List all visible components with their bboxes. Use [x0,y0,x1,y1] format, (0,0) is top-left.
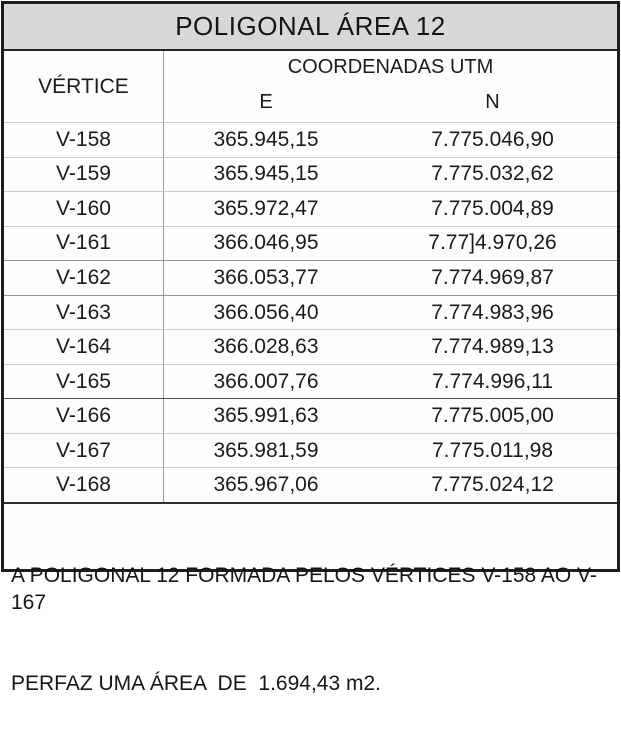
footer-note-line2: PERFAZ UMA ÁREA DE 1.694,43 m2. [11,672,381,695]
e-coordinate-cell: 366.053,77 [213,265,319,289]
table-row: V-166 365.991,63 7.775.005,00 [4,398,617,433]
footer-note-line1: A POLIGONAL 12 FORMADA PELOS VÉRTICES V-… [11,564,597,614]
coordenadas-utm-header: COORDENADAS UTM [164,51,617,83]
e-coordinate-cell: 365.981,59 [213,438,319,462]
e-coordinate-cell: 365.991,63 [213,404,319,428]
e-header-label: E [259,91,273,113]
en-header-row: E N [164,83,617,122]
e-coordinate-cell: 365.945,15 [213,127,319,151]
table-row: V-164 366.028,63 7.774.989,13 [4,329,617,364]
n-coordinate-cell: 7.775.005,00 [431,404,554,428]
n-coordinate-cell: 7.774.969,87 [431,265,554,289]
vertice-cell: V-162 [4,261,164,295]
e-coordinate-cell: 365.972,47 [213,196,319,220]
vertice-cell: V-158 [4,123,164,157]
vertice-cell: V-163 [4,295,164,330]
table-title: POLIGONAL ÁREA 12 [175,11,446,41]
vertice-cell: V-167 [4,433,164,468]
e-coordinate-cell: 366.046,95 [213,231,319,255]
n-coordinate-cell: 7.774.983,96 [431,300,554,324]
table-row: V-165 366.007,76 7.774.996,11 [4,363,617,399]
table-row: V-162 366.053,77 7.774.969,87 [4,260,617,295]
n-coordinate-cell: 7.775.024,12 [431,473,554,497]
table-row: V-163 366.056,40 7.774.983,96 [4,294,617,330]
n-coordinate-cell: 7.774.989,13 [431,335,554,359]
vertice-header-label: VÉRTICE [38,74,129,98]
table-title-bar: POLIGONAL ÁREA 12 [4,4,617,51]
col-header-e: E [164,83,368,122]
table-row: V-160 365.972,47 7.775.004,89 [4,191,617,226]
table-row: V-159 365.945,15 7.775.032,62 [4,156,617,192]
vertice-cell: V-161 [4,226,164,261]
n-coordinate-cell: 7.775.032,62 [431,162,554,186]
col-header-vertice: VÉRTICE [4,51,164,122]
vertice-cell: V-166 [4,399,164,433]
n-header-label: N [485,91,500,113]
n-coordinate-cell: 7.775.011,98 [431,438,554,462]
vertice-cell: V-168 [4,468,164,503]
table-row: V-167 365.981,59 7.775.011,98 [4,432,617,468]
table-header: VÉRTICE COORDENADAS UTM E N [4,51,617,122]
n-coordinate-cell: 7.775.046,90 [431,127,554,151]
e-coordinate-cell: 365.945,15 [213,162,319,186]
col-group-coordenadas: COORDENADAS UTM E N [164,51,617,122]
e-coordinate-cell: 365.967,06 [213,473,319,497]
poligonal-area-table: POLIGONAL ÁREA 12 VÉRTICE COORDENADAS UT… [1,1,620,695]
table-row: V-158 365.945,15 7.775.046,90 [4,122,617,157]
coordenadas-header-label: COORDENADAS UTM [287,55,494,78]
vertice-cell: V-159 [4,157,164,192]
vertice-cell: V-160 [4,192,164,226]
e-coordinate-cell: 366.028,63 [213,335,319,359]
vertice-cell: V-164 [4,330,164,364]
vertice-cell: V-165 [4,364,164,399]
table-footer-note: A POLIGONAL 12 FORMADA PELOS VÉRTICES V-… [4,502,617,751]
col-header-n: N [368,83,617,122]
n-coordinate-cell: 7.775.004,89 [431,196,554,220]
table-body: V-158 365.945,15 7.775.046,90 V-159 365.945,… [4,122,617,503]
table-row: V-168 365.967,06 7.775.024,12 [4,467,617,503]
n-coordinate-cell: 7.77]4.970,26 [428,231,557,255]
n-coordinate-cell: 7.774.996,11 [431,369,554,393]
table-row: V-161 366.046,95 7.77]4.970,26 [4,225,617,261]
e-coordinate-cell: 366.007,76 [213,369,319,393]
e-coordinate-cell: 366.056,40 [213,300,319,324]
scanned-document-page: POLIGONAL ÁREA 12 VÉRTICE COORDENADAS UT… [0,0,621,695]
